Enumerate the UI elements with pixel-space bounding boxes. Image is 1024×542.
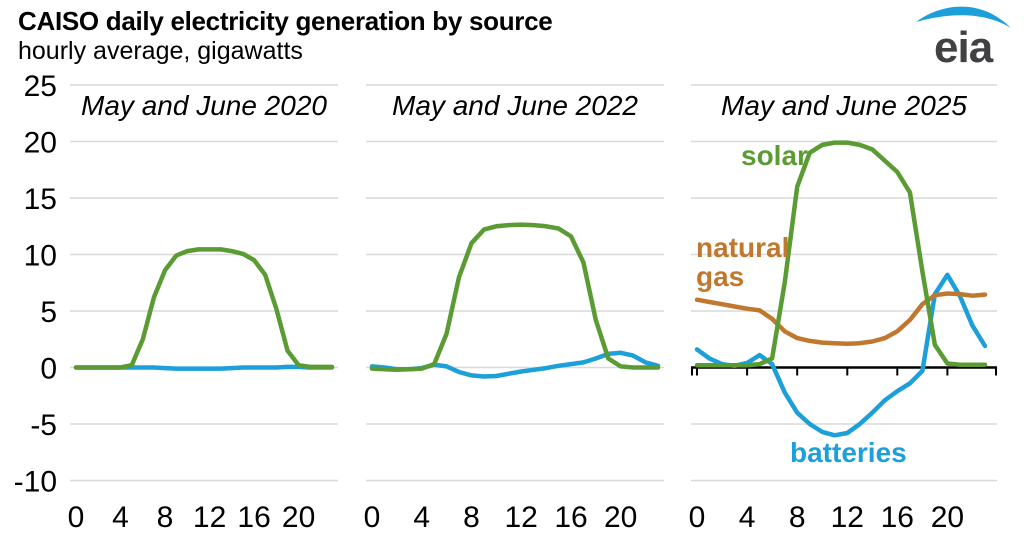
x-tick-label: 12 <box>831 501 864 534</box>
x-tick-label: 0 <box>68 501 85 534</box>
eia-logo-swoosh-icon <box>916 6 1011 28</box>
page-subtitle: hourly average, gigawatts <box>18 37 303 65</box>
x-tick-label: 0 <box>364 501 381 534</box>
x-tick-label: 16 <box>881 501 914 534</box>
panel-title: May and June 2025 <box>721 90 967 121</box>
y-tick-label: 0 <box>40 353 57 386</box>
x-tick-label: 20 <box>282 501 315 534</box>
solar-series-label: solar <box>741 140 808 171</box>
x-tick-label: 8 <box>463 501 480 534</box>
y-tick-label: 10 <box>24 240 57 273</box>
solar-line-panel-1 <box>73 247 335 370</box>
y-tick-label: 25 <box>24 70 57 103</box>
solar-line-panel-3 <box>694 140 988 368</box>
y-tick-label: -10 <box>14 466 57 499</box>
x-tick-label: 0 <box>689 501 706 534</box>
x-tick-label: 8 <box>789 501 806 534</box>
x-tick-label: 8 <box>157 501 174 534</box>
x-tick-label: 12 <box>505 501 538 534</box>
x-tick-label: 4 <box>413 501 430 534</box>
y-tick-label: 15 <box>24 183 57 216</box>
y-tick-label: 20 <box>24 127 57 160</box>
natural-gas-series-label: natural gas <box>696 232 790 292</box>
x-tick-label: 20 <box>604 501 637 534</box>
y-tick-label: -5 <box>30 409 57 442</box>
page-title: CAISO daily electricity generation by so… <box>18 6 553 36</box>
batteries-series-label: batteries <box>790 437 907 468</box>
x-tick-label: 16 <box>237 501 270 534</box>
eia-logo: eia <box>916 6 1011 72</box>
x-tick-label: 20 <box>931 501 964 534</box>
eia-logo-text: eia <box>934 23 994 72</box>
x-tick-label: 4 <box>112 501 129 534</box>
panel-title: May and June 2022 <box>392 90 638 121</box>
y-tick-label: 5 <box>40 296 57 329</box>
solar-line-panel-2 <box>369 222 661 373</box>
natural-gas-line-panel-3 <box>694 291 988 347</box>
x-tick-label: 12 <box>193 501 226 534</box>
panel-title: May and June 2020 <box>81 90 327 121</box>
x-tick-label: 4 <box>739 501 756 534</box>
x-tick-label: 16 <box>554 501 587 534</box>
